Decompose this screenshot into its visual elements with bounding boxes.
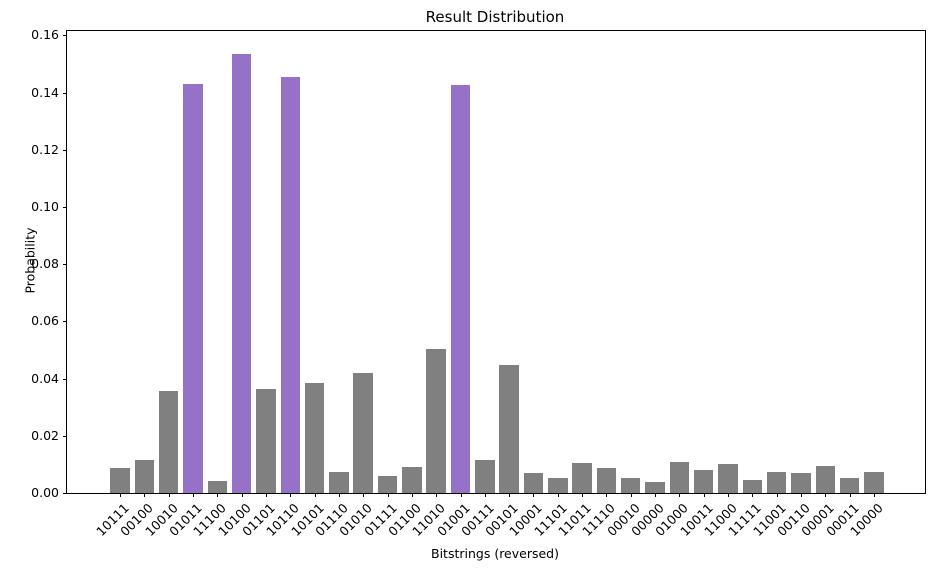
x-tick-01001 [460,493,462,497]
y-tick-0.14 [63,92,67,94]
x-tick-11101 [557,493,559,497]
y-tick-label-0.08: 0.08 [31,256,59,272]
x-tick-01110 [338,493,340,497]
y-tick-0.10 [63,206,67,208]
x-tick-10010 [168,493,170,497]
bar-10101 [304,383,325,493]
bar-01111 [377,475,398,493]
bar-11101 [548,477,568,493]
y-tick-0.08 [63,264,67,266]
bar-10111 [110,467,130,493]
x-tick-11001 [776,493,778,497]
y-tick-0.04 [63,378,67,380]
x-tick-10111 [120,493,121,497]
bar-11110 [596,467,617,493]
bar-00101 [499,365,519,493]
bar-01100 [402,466,422,493]
x-tick-00100 [144,493,146,497]
bar-11011 [572,462,592,493]
x-tick-10001 [533,493,535,497]
bar-01110 [329,471,349,493]
x-tick-10000 [874,493,875,497]
x-tick-01011 [192,493,194,497]
y-tick-label-0.10: 0.10 [31,198,59,214]
x-tick-11000 [728,493,730,497]
x-tick-11100 [217,493,219,497]
bar-00100 [134,459,155,493]
x-tick-01000 [679,493,681,497]
chart-title: Result Distribution [425,8,565,26]
bar-10001 [523,472,544,493]
x-tick-11111 [752,493,754,497]
bar-11000 [718,464,738,493]
x-tick-10101 [314,493,316,497]
bar-00110 [791,473,811,493]
bar-11111 [742,480,763,493]
plot-area: 10111 00100 10010 01011 11100 10100 01101 10110… [31,27,926,539]
x-tick-00111 [484,493,486,497]
bar-01001 [450,84,471,493]
x-tick-00000 [655,493,657,497]
x-tick-11011 [582,493,584,497]
y-tick-0.16 [63,35,67,37]
y-tick-label-0.04: 0.04 [31,370,59,386]
y-tick-label-0.06: 0.06 [31,313,59,329]
bar-01101 [256,388,276,493]
y-tick-label-0.14: 0.14 [31,84,59,100]
bar-00000 [645,481,665,493]
x-axis-label: Bitstrings (reversed) [431,546,559,561]
bar-01011 [183,83,203,493]
x-tick-00101 [509,493,511,497]
bar-01010 [353,372,373,493]
x-tick-10011 [703,493,705,497]
bar-00111 [475,459,495,493]
y-tick-0.02 [63,435,67,437]
bar-00010 [621,478,641,493]
bar-10010 [158,390,179,493]
y-tick-label-0.02: 0.02 [31,427,59,443]
y-tick-0.06 [63,321,67,323]
bar-11100 [207,480,227,493]
x-tick-10110 [290,493,292,497]
bar-11001 [766,472,787,493]
x-tick-01101 [265,493,267,497]
x-tick-11010 [436,493,438,497]
bar-01000 [669,462,690,493]
y-tick-label-0.00: 0.00 [31,485,59,500]
y-tick-0.12 [63,149,67,151]
bar-11010 [426,349,446,493]
x-tick-11110 [606,493,608,497]
x-tick-00010 [630,493,632,497]
x-tick-00011 [849,493,851,497]
bar-10000 [864,472,884,493]
x-tick-01100 [411,493,413,497]
x-tick-00110 [801,493,803,497]
x-tick-01111 [387,493,389,497]
bar-10110 [280,76,300,493]
bar-10011 [694,470,714,493]
y-tick-label-0.16: 0.16 [31,27,59,43]
bar-00011 [839,478,860,493]
x-tick-10100 [241,493,243,497]
bar-00001 [815,465,836,493]
y-tick-0.00 [63,493,67,494]
x-tick-01010 [363,493,365,497]
x-tick-00001 [825,493,827,497]
y-tick-label-0.12: 0.12 [31,141,59,157]
bar-10100 [231,54,252,493]
